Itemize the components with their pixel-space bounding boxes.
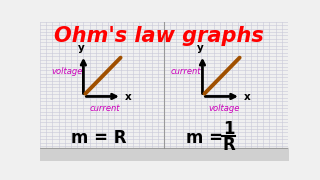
Text: y: y: [78, 44, 85, 53]
Text: current: current: [171, 67, 202, 76]
Text: voltage: voltage: [52, 67, 83, 76]
Text: R: R: [222, 136, 235, 154]
Text: x: x: [244, 92, 251, 102]
Text: x: x: [125, 92, 132, 102]
Text: current: current: [89, 104, 120, 113]
Text: y: y: [197, 44, 204, 53]
Text: m = R: m = R: [70, 129, 126, 147]
Text: m =: m =: [186, 129, 229, 147]
Text: Ohm's law graphs: Ohm's law graphs: [54, 26, 264, 46]
Text: voltage: voltage: [208, 104, 239, 113]
Text: 1: 1: [223, 120, 234, 138]
